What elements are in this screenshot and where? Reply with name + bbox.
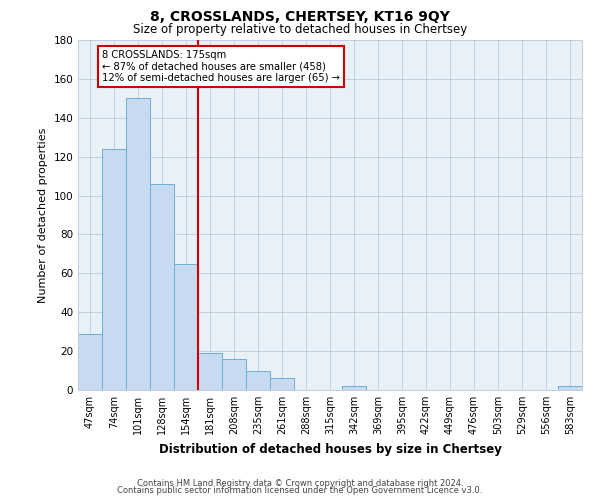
Bar xyxy=(150,184,174,390)
Bar xyxy=(342,386,366,390)
Text: Contains public sector information licensed under the Open Government Licence v3: Contains public sector information licen… xyxy=(118,486,482,495)
Text: Contains HM Land Registry data © Crown copyright and database right 2024.: Contains HM Land Registry data © Crown c… xyxy=(137,478,463,488)
X-axis label: Distribution of detached houses by size in Chertsey: Distribution of detached houses by size … xyxy=(158,442,502,456)
Bar xyxy=(222,359,246,390)
Text: Size of property relative to detached houses in Chertsey: Size of property relative to detached ho… xyxy=(133,22,467,36)
Bar xyxy=(198,353,222,390)
Y-axis label: Number of detached properties: Number of detached properties xyxy=(38,128,48,302)
Bar xyxy=(246,370,270,390)
Bar xyxy=(174,264,198,390)
Text: 8 CROSSLANDS: 175sqm
← 87% of detached houses are smaller (458)
12% of semi-deta: 8 CROSSLANDS: 175sqm ← 87% of detached h… xyxy=(102,50,340,83)
Bar xyxy=(126,98,150,390)
Bar xyxy=(558,386,582,390)
Bar xyxy=(270,378,294,390)
Text: 8, CROSSLANDS, CHERTSEY, KT16 9QY: 8, CROSSLANDS, CHERTSEY, KT16 9QY xyxy=(150,10,450,24)
Bar xyxy=(78,334,102,390)
Bar xyxy=(102,149,126,390)
